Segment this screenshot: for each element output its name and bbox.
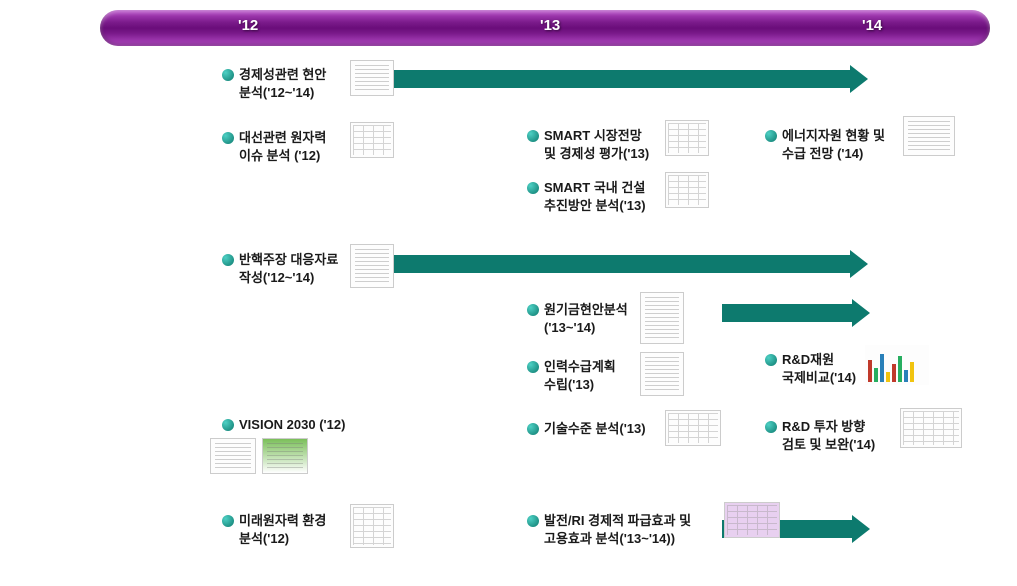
arrow-antinuke-bar — [394, 255, 850, 273]
item-label: 기술수준 분석('13) — [544, 420, 646, 438]
bullet-icon — [222, 69, 234, 81]
item-label: SMART 시장전망 및 경제성 평가('13) — [544, 127, 649, 162]
thumb-energy — [903, 116, 955, 156]
item-label: 발전/RI 경제적 파급효과 및 고용효과 분석('13~'14)) — [544, 512, 691, 547]
thumb-fuelcost — [640, 292, 684, 344]
item-antinuke: 반핵주장 대응자료 작성('12~'14) — [222, 251, 338, 286]
item-ri-effect: 발전/RI 경제적 파급효과 및 고용효과 분석('13~'14)) — [527, 512, 691, 547]
bullet-icon — [527, 515, 539, 527]
item-label: SMART 국내 건설 추진방안 분석('13) — [544, 179, 646, 214]
thumb-future — [350, 504, 394, 548]
item-label: 원기금현안분석 ('13~'14) — [544, 301, 628, 336]
bullet-icon — [527, 361, 539, 373]
item-election-nuclear: 대선관련 원자력 이슈 분석 ('12) — [222, 129, 326, 164]
thumb-techlevel — [665, 410, 721, 446]
arrow-econ-bar — [394, 70, 850, 88]
bullet-icon — [765, 421, 777, 433]
bullet-icon — [527, 130, 539, 142]
thumb-smart-market — [665, 120, 709, 156]
year-12: '12 — [238, 17, 258, 34]
bullet-icon — [765, 130, 777, 142]
item-label: 인력수급계획 수립('13) — [544, 358, 616, 393]
arrow-ri-head — [852, 515, 870, 543]
thumb-election — [350, 122, 394, 158]
item-rnd-intl: R&D재원 국제비교('14) — [765, 351, 856, 386]
item-smart-domestic: SMART 국내 건설 추진방안 분석('13) — [527, 179, 646, 214]
bullet-icon — [222, 254, 234, 266]
item-label: 경제성관련 현안 분석('12~'14) — [239, 66, 326, 101]
item-label: R&D 투자 방향 검토 및 보완('14) — [782, 418, 875, 453]
item-econ-analysis: 경제성관련 현안 분석('12~'14) — [222, 66, 326, 101]
year-14: '14 — [862, 17, 882, 34]
arrow-antinuke-head — [850, 250, 868, 278]
item-label: 반핵주장 대응자료 작성('12~'14) — [239, 251, 338, 286]
thumb-vision-1 — [210, 438, 256, 474]
mini-barchart — [865, 345, 929, 385]
bullet-icon — [527, 182, 539, 194]
item-manpower: 인력수급계획 수립('13) — [527, 358, 616, 393]
item-tech-level: 기술수준 분석('13) — [527, 420, 646, 438]
item-future-nuclear: 미래원자력 환경 분석('12) — [222, 512, 326, 547]
bullet-icon — [527, 304, 539, 316]
item-fuelcost: 원기금현안분석 ('13~'14) — [527, 301, 628, 336]
item-label: R&D재원 국제비교('14) — [782, 351, 856, 386]
item-rnd-invest: R&D 투자 방향 검토 및 보완('14) — [765, 418, 875, 453]
item-vision2030: VISION 2030 ('12) — [222, 416, 345, 434]
item-label: 에너지자원 현황 및 수급 전망 ('14) — [782, 127, 885, 162]
item-label: VISION 2030 ('12) — [239, 416, 345, 434]
thumb-econ — [350, 60, 394, 96]
item-label: 미래원자력 환경 분석('12) — [239, 512, 326, 547]
item-energy-resource: 에너지자원 현황 및 수급 전망 ('14) — [765, 127, 885, 162]
arrow-econ-head — [850, 65, 868, 93]
bullet-icon — [765, 354, 777, 366]
item-label: 대선관련 원자력 이슈 분석 ('12) — [239, 129, 326, 164]
thumb-manpower — [640, 352, 684, 396]
arrow-fuelcost-head — [852, 299, 870, 327]
item-smart-market: SMART 시장전망 및 경제성 평가('13) — [527, 127, 649, 162]
arrow-fuelcost-bar — [722, 304, 852, 322]
thumb-rndinvest — [900, 408, 962, 448]
thumb-ri — [724, 502, 780, 538]
thumb-vision-2 — [262, 438, 308, 474]
bullet-icon — [222, 515, 234, 527]
bullet-icon — [527, 423, 539, 435]
year-13: '13 — [540, 17, 560, 34]
thumb-smart-domestic — [665, 172, 709, 208]
bullet-icon — [222, 419, 234, 431]
bullet-icon — [222, 132, 234, 144]
thumb-antinuke — [350, 244, 394, 288]
thumb-rnd-intl — [865, 345, 929, 385]
